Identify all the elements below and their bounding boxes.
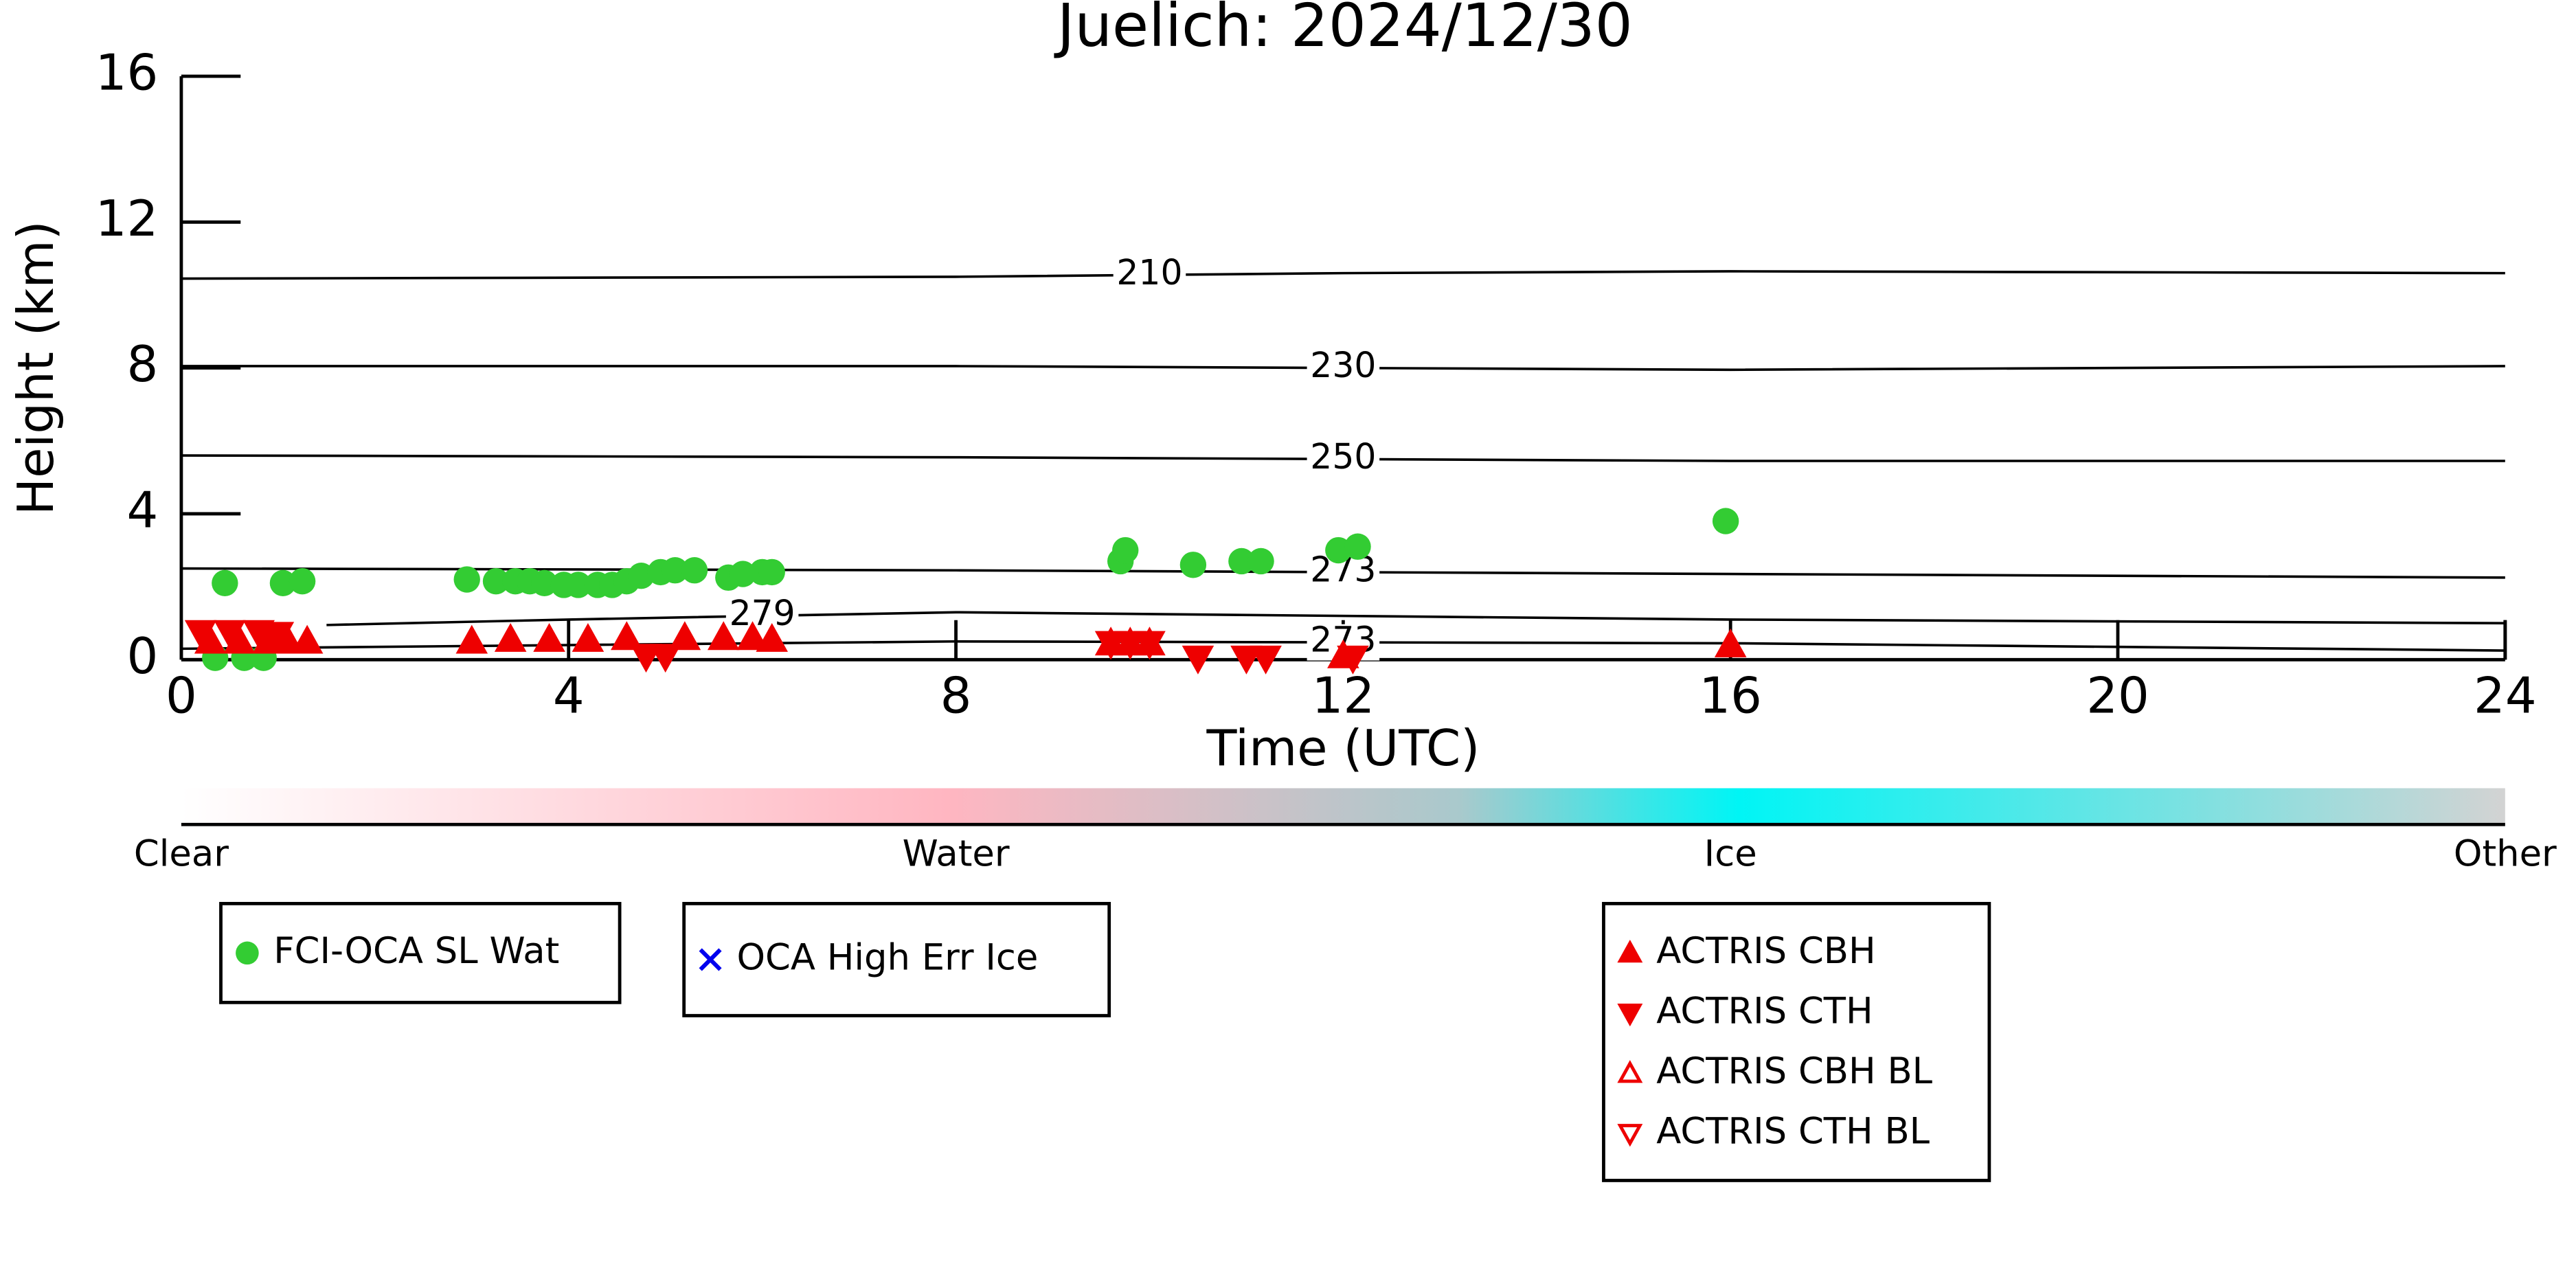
contour-label-bg (725, 598, 799, 634)
point (453, 566, 480, 593)
chart-title: Juelich: 2024/12/30 (1054, 0, 1633, 60)
legend-marker (1617, 1060, 1643, 1083)
point (736, 621, 769, 651)
point (212, 569, 238, 597)
x-axis-label: Time (UTC) (1206, 719, 1480, 777)
point (531, 569, 558, 597)
point (1094, 631, 1127, 660)
colorbar-label: Water (903, 833, 1010, 874)
point (533, 622, 565, 652)
x-tick-label: 16 (1699, 666, 1762, 724)
y-tick-label: 8 (127, 335, 159, 393)
point (1230, 645, 1263, 675)
point (758, 558, 785, 586)
x-tick-label: 20 (2086, 666, 2149, 724)
legend-marker (1617, 940, 1643, 963)
legend-marker (1617, 1124, 1643, 1147)
point (1133, 631, 1166, 660)
point (1228, 547, 1255, 575)
contour-label-bg (1307, 350, 1380, 387)
point (1337, 645, 1369, 675)
point (649, 644, 681, 673)
legend-label: ACTRIS CTH BL (1656, 1111, 1930, 1153)
y-axis-label: Height (km) (7, 221, 65, 515)
legend-label: OCA High Err Ice (736, 937, 1038, 979)
point (572, 622, 605, 652)
colorbar-label: Other (2454, 833, 2557, 874)
contour-label: 250 (1310, 436, 1376, 477)
point (565, 572, 592, 598)
colorbar-label: Ice (1704, 833, 1757, 874)
x-tick-label: 4 (553, 666, 585, 724)
point (262, 622, 295, 651)
y-tick-label: 4 (127, 481, 159, 539)
y-tick-label: 0 (127, 627, 159, 685)
point (611, 621, 643, 651)
legend-label: ACTRIS CTH (1656, 991, 1873, 1032)
x-tick-label: 12 (1312, 666, 1375, 724)
point (681, 557, 708, 584)
point (1179, 552, 1207, 578)
legend-label: ACTRIS CBH (1656, 930, 1875, 972)
point (1344, 533, 1371, 560)
point (184, 620, 217, 649)
point (1712, 508, 1739, 534)
point (630, 644, 662, 673)
point (1247, 547, 1274, 575)
legend-marker (699, 948, 722, 971)
legend-box (219, 901, 622, 1004)
point (1112, 536, 1139, 564)
point (455, 624, 488, 654)
contour-line (326, 611, 2505, 626)
colorbar-label: Clear (134, 833, 229, 874)
x-tick-label: 24 (2474, 666, 2537, 724)
point (1114, 631, 1146, 660)
point (1250, 645, 1282, 675)
contour-label-bg (1307, 440, 1380, 477)
x-tick-label: 8 (940, 666, 972, 724)
legend-box (682, 901, 1111, 1017)
point (1182, 645, 1214, 675)
point (269, 569, 297, 597)
contour-label: 279 (730, 593, 795, 633)
point (668, 621, 701, 651)
point (756, 622, 789, 652)
contour-label: 230 (1310, 345, 1376, 385)
legend-box (1602, 901, 1991, 1182)
point (1714, 628, 1747, 657)
contour-label: 210 (1116, 252, 1182, 293)
x-tick-label: 0 (166, 666, 197, 724)
colorbar (181, 788, 2505, 825)
y-tick-label: 12 (95, 190, 159, 247)
legend-label: ACTRIS CBH BL (1656, 1050, 1932, 1092)
point (662, 557, 688, 584)
point (291, 624, 324, 654)
point (482, 567, 510, 595)
contour-label-bg (1113, 256, 1186, 293)
legend-label: FCI-OCA SL Wat (273, 930, 559, 972)
legend-marker (1617, 1004, 1643, 1027)
legend-marker (236, 941, 259, 965)
point (707, 621, 740, 651)
point (494, 622, 527, 652)
contour-line (181, 270, 2505, 280)
y-tick-label: 16 (95, 43, 159, 101)
point (289, 567, 316, 595)
point (214, 620, 246, 649)
point (730, 561, 756, 587)
